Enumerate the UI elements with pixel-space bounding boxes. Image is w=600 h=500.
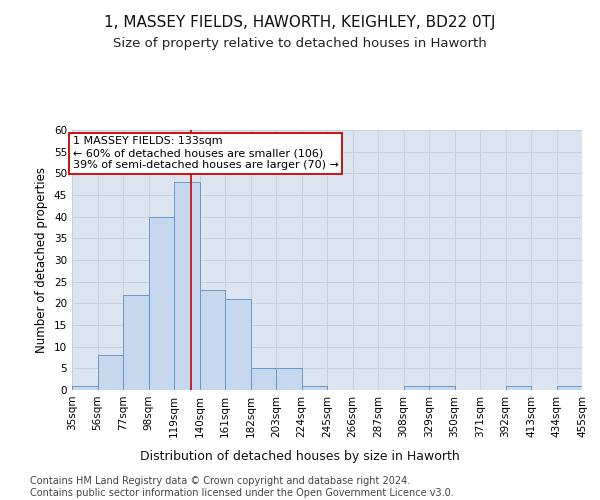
Bar [429,386,455,390]
Text: 1 MASSEY FIELDS: 133sqm
← 60% of detached houses are smaller (106)
39% of semi-d: 1 MASSEY FIELDS: 133sqm ← 60% of detache… [73,136,338,170]
Text: 1, MASSEY FIELDS, HAWORTH, KEIGHLEY, BD22 0TJ: 1, MASSEY FIELDS, HAWORTH, KEIGHLEY, BD2… [104,15,496,30]
Bar [251,368,276,390]
Bar [506,386,531,390]
Text: Contains HM Land Registry data © Crown copyright and database right 2024.
Contai: Contains HM Land Registry data © Crown c… [30,476,454,498]
Y-axis label: Number of detached properties: Number of detached properties [35,167,49,353]
Bar [276,368,302,390]
Bar [149,216,174,390]
Bar [123,294,149,390]
Bar [225,299,251,390]
Bar [404,386,429,390]
Bar [72,386,97,390]
Bar [97,356,123,390]
Text: Size of property relative to detached houses in Haworth: Size of property relative to detached ho… [113,38,487,51]
Bar [174,182,200,390]
Bar [557,386,582,390]
Bar [200,290,225,390]
Bar [302,386,327,390]
Text: Distribution of detached houses by size in Haworth: Distribution of detached houses by size … [140,450,460,463]
